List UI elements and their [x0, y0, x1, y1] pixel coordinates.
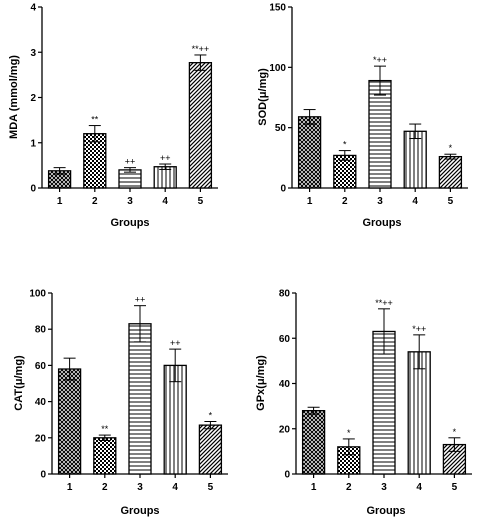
y-tick-label: 80 — [279, 289, 291, 300]
bar-group-5 — [438, 155, 463, 189]
significance-label: *++ — [412, 324, 426, 334]
x-axis-title: Groups — [120, 505, 159, 517]
bar-group-3 — [368, 79, 392, 189]
bar-group-5 — [198, 424, 223, 475]
x-tick-label: 4 — [412, 196, 418, 207]
x-axis-title: Groups — [366, 505, 405, 517]
x-tick-label: 2 — [342, 196, 348, 207]
x-tick-label: 5 — [452, 482, 458, 493]
x-tick-label: 1 — [307, 196, 313, 207]
bar-group-4 — [407, 351, 431, 475]
y-tick-label: 40 — [279, 379, 291, 390]
x-tick-label: 3 — [377, 196, 383, 207]
y-tick-label: 20 — [35, 433, 47, 444]
x-tick-label: 4 — [416, 482, 422, 493]
x-tick-label: 5 — [208, 482, 214, 493]
x-tick-label: 2 — [102, 482, 108, 493]
x-tick-label: 3 — [137, 482, 143, 493]
x-tick-label: 3 — [381, 482, 387, 493]
x-tick-label: 4 — [172, 482, 178, 493]
y-tick-label: 0 — [40, 470, 46, 481]
significance-label: * — [449, 143, 453, 153]
y-tick-label: 4 — [30, 3, 36, 14]
y-tick-label: 40 — [35, 397, 47, 408]
chart-panel-cat: CAT(μ/mg) Groups 0 20 40 60 80 100 1 ** 2 ++ 3 ++ 4 *… — [13, 289, 228, 517]
y-axis-title: MDA (mmol/mg) — [8, 55, 20, 139]
y-tick-label: 3 — [30, 48, 36, 59]
chart-panel-gpx: GPx(μ/mg) Groups 0 20 40 60 80 1 * 2 **++ 3 *++ 4 * 5 — [255, 289, 472, 517]
x-tick-label: 1 — [67, 482, 73, 493]
x-tick-label: 3 — [127, 196, 133, 207]
x-tick-label: 5 — [198, 196, 204, 207]
y-axis-title: SOD(μ/mg) — [257, 68, 269, 126]
y-tick-label: 150 — [269, 3, 286, 14]
significance-label: * — [343, 140, 347, 150]
bar-group-5 — [188, 62, 213, 189]
bar-group-1 — [297, 116, 322, 189]
y-axis-title: GPx(μ/mg) — [255, 355, 267, 411]
significance-label: *++ — [373, 55, 387, 65]
x-tick-label: 2 — [92, 196, 98, 207]
bar-group-1 — [57, 368, 82, 475]
x-axis-title: Groups — [110, 217, 149, 229]
bar-group-3 — [128, 323, 152, 475]
y-tick-label: 0 — [30, 184, 36, 195]
x-tick-label: 2 — [346, 482, 352, 493]
y-tick-label: 50 — [275, 123, 287, 134]
x-tick-label: 1 — [311, 482, 317, 493]
significance-label: ** — [101, 424, 109, 434]
y-tick-label: 0 — [280, 184, 286, 195]
significance-label: * — [347, 428, 351, 438]
y-tick-label: 20 — [279, 424, 291, 435]
significance-label: **++ — [375, 298, 393, 308]
significance-label: * — [209, 411, 213, 421]
y-tick-label: 100 — [29, 289, 46, 300]
x-tick-label: 1 — [57, 196, 63, 207]
bar-group-4 — [403, 130, 427, 189]
y-tick-label: 60 — [279, 334, 291, 345]
significance-label: ++ — [170, 338, 181, 348]
significance-label: ++ — [125, 157, 136, 167]
significance-label: **++ — [192, 44, 210, 54]
chart-panel-mda: MDA (mmol/mg) Groups 0 1 2 3 4 1 ** 2 ++ 3 ++ 4 **++… — [8, 3, 218, 229]
x-tick-label: 5 — [448, 196, 454, 207]
x-tick-label: 4 — [162, 196, 168, 207]
bar-group-1 — [301, 409, 326, 475]
chart-panel-sod: SOD(μ/mg) Groups 0 50 100 150 1 * 2 *++ 3 4 * 5 — [257, 3, 468, 229]
significance-label: ++ — [160, 153, 171, 163]
y-tick-label: 80 — [35, 325, 47, 336]
y-tick-label: 0 — [284, 470, 290, 481]
significance-label: * — [453, 427, 457, 437]
y-axis-title: CAT(μ/mg) — [13, 355, 25, 411]
x-axis-title: Groups — [362, 217, 401, 229]
significance-label: ** — [91, 115, 99, 125]
y-tick-label: 60 — [35, 361, 47, 372]
y-tick-label: 1 — [30, 138, 36, 149]
significance-label: ++ — [135, 295, 146, 305]
y-tick-label: 100 — [269, 63, 286, 74]
bar-group-2 — [93, 437, 117, 475]
y-tick-label: 2 — [30, 93, 36, 104]
